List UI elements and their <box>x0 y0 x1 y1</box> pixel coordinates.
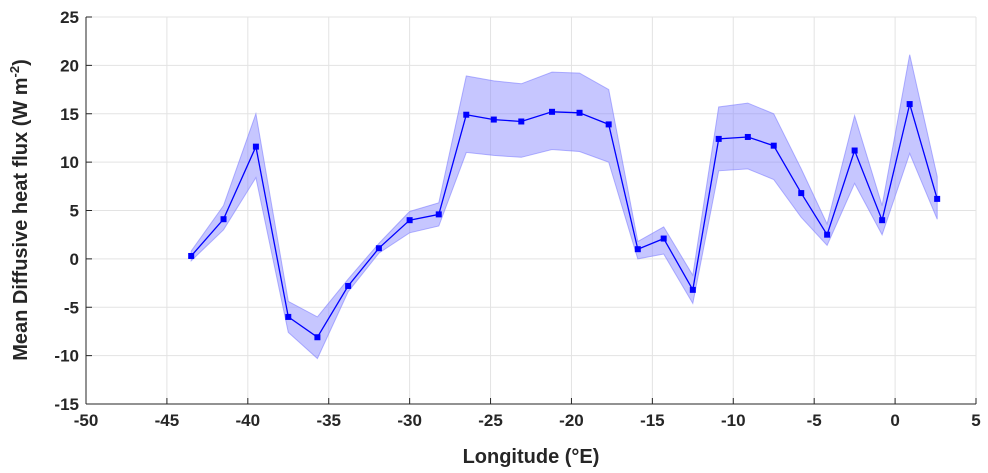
y-axis-label-close: ) <box>10 59 32 66</box>
y-tick-labels: -15 -10 -5 0 5 10 15 20 25 <box>54 8 79 414</box>
data-point <box>285 313 292 320</box>
data-point <box>824 231 831 238</box>
data-point <box>605 121 612 128</box>
data-point <box>549 108 556 115</box>
y-axis-label-superscript: -2 <box>7 66 22 78</box>
data-point <box>375 245 382 252</box>
data-point <box>934 195 941 202</box>
axes <box>85 16 977 405</box>
data-point <box>220 216 227 223</box>
confidence-band <box>190 54 938 360</box>
data-point <box>906 101 913 108</box>
x-tick-label: -35 <box>316 411 341 430</box>
data-point <box>715 135 722 142</box>
data-point <box>634 246 641 253</box>
y-tick-label: 0 <box>70 250 79 269</box>
x-tick-label: -25 <box>478 411 503 430</box>
y-tick-label: -15 <box>54 395 79 414</box>
data-point <box>798 190 805 197</box>
data-point <box>188 252 195 259</box>
y-tick-label: 10 <box>60 153 79 172</box>
x-tick-label: -5 <box>807 411 822 430</box>
y-tick-label: 5 <box>70 202 79 221</box>
x-tick-label: -15 <box>640 411 665 430</box>
x-tick-label: -45 <box>155 411 180 430</box>
x-tick-label: 5 <box>971 411 980 430</box>
y-tick-label: 25 <box>60 8 79 27</box>
y-tick-label: -10 <box>54 347 79 366</box>
y-tick-label: -5 <box>64 298 79 317</box>
data-point <box>463 111 470 118</box>
y-tick-label: 20 <box>60 56 79 75</box>
y-tick-label: 15 <box>60 105 79 124</box>
data-point <box>744 133 751 140</box>
data-point <box>345 282 352 289</box>
data-point <box>314 334 321 341</box>
data-point <box>770 142 777 149</box>
y-axis-label-main: Mean Diffusive heat flux (W m <box>10 77 32 360</box>
x-tick-label: -50 <box>74 411 99 430</box>
data-point <box>518 118 525 125</box>
x-axis-label: Longitude (°E) <box>463 446 600 468</box>
x-tick-label: 0 <box>890 411 899 430</box>
data-point <box>660 235 667 242</box>
data-point <box>689 286 696 293</box>
x-tick-label: -20 <box>559 411 584 430</box>
x-tick-label: -40 <box>236 411 261 430</box>
data-point <box>851 147 858 154</box>
data-point <box>406 217 413 224</box>
data-markers <box>188 101 941 341</box>
x-tick-label: -30 <box>397 411 422 430</box>
grid-lines <box>85 16 977 405</box>
data-point <box>490 116 497 123</box>
data-point <box>435 211 442 218</box>
data-point <box>252 143 259 150</box>
data-point <box>576 109 583 116</box>
x-tick-label: -10 <box>721 411 746 430</box>
x-tick-labels: -50 -45 -40 -35 -30 -25 -20 -15 -10 -5 0 5 <box>74 411 981 430</box>
y-axis-label: Mean Diffusive heat flux (W m-2) <box>7 59 32 361</box>
data-point <box>879 217 886 224</box>
